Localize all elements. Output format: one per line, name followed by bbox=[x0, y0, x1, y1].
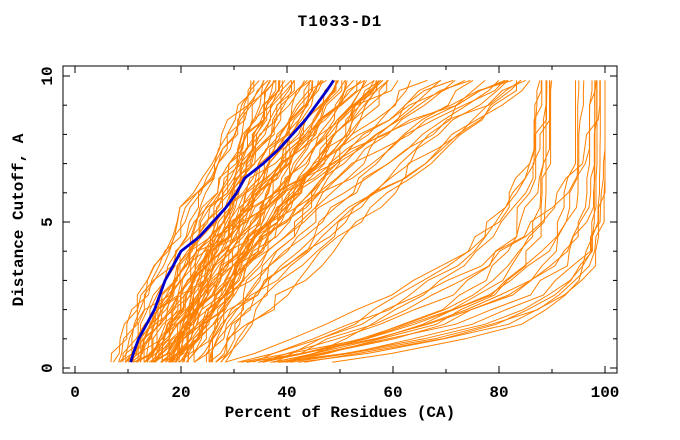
model-curve bbox=[298, 80, 606, 363]
model-curve bbox=[130, 80, 354, 363]
model-curve bbox=[131, 80, 264, 363]
model-curve bbox=[237, 80, 596, 363]
x-tick-label: 0 bbox=[70, 384, 80, 402]
model-curve bbox=[169, 80, 399, 363]
model-curve bbox=[151, 79, 375, 363]
x-tick-label: 80 bbox=[489, 384, 508, 402]
model-curve bbox=[220, 80, 389, 363]
highlighted-model-curve bbox=[129, 79, 335, 363]
model-curve bbox=[171, 80, 274, 363]
model-curve bbox=[153, 80, 358, 363]
model-curve bbox=[253, 80, 543, 363]
model-curve bbox=[127, 79, 513, 363]
tick-labels: 0 20 40 60 80 100 0 5 10 bbox=[39, 66, 619, 402]
model-curve bbox=[208, 80, 441, 363]
model-curve bbox=[284, 80, 551, 363]
model-curves bbox=[110, 79, 606, 363]
model-curve bbox=[257, 80, 596, 363]
model-curve bbox=[169, 80, 308, 363]
model-curve bbox=[279, 80, 580, 363]
model-curve bbox=[187, 79, 522, 363]
model-curve bbox=[152, 80, 252, 363]
model-curve bbox=[209, 80, 456, 363]
x-tick-label: 20 bbox=[171, 384, 190, 402]
x-tick-label: 60 bbox=[383, 384, 402, 402]
model-curve bbox=[143, 79, 506, 363]
model-curve bbox=[332, 80, 598, 363]
axis-ticks bbox=[63, 66, 617, 373]
model-curve bbox=[259, 80, 541, 363]
y-tick-label: 0 bbox=[39, 363, 57, 373]
x-axis-label: Percent of Residues (CA) bbox=[224, 404, 456, 422]
model-curve bbox=[225, 80, 521, 363]
model-curve bbox=[155, 80, 295, 363]
model-curve bbox=[288, 80, 547, 363]
model-curve bbox=[277, 80, 598, 363]
y-tick-label: 5 bbox=[39, 217, 57, 227]
model-curve bbox=[140, 79, 442, 363]
x-tick-label: 40 bbox=[277, 384, 296, 402]
model-curve bbox=[160, 80, 500, 363]
y-axis-label: Distance Cutoff, A bbox=[10, 133, 28, 307]
model-curve bbox=[286, 80, 553, 363]
model-curve bbox=[110, 80, 269, 363]
model-curve bbox=[215, 79, 474, 363]
y-tick-label: 10 bbox=[39, 66, 57, 85]
model-curve bbox=[148, 80, 280, 363]
x-tick-label: 100 bbox=[591, 384, 620, 402]
model-curve bbox=[172, 80, 322, 363]
model-curve bbox=[166, 80, 337, 363]
model-curve bbox=[246, 80, 550, 363]
chart-title: T1033-D1 bbox=[297, 13, 383, 31]
model-curve bbox=[220, 80, 509, 363]
model-curve bbox=[205, 80, 531, 363]
model-curve bbox=[187, 80, 323, 363]
model-curve bbox=[175, 79, 466, 363]
model-curve bbox=[119, 80, 265, 363]
model-curve bbox=[174, 80, 348, 363]
model-curve bbox=[182, 80, 412, 363]
model-curve bbox=[208, 79, 509, 363]
model-curve bbox=[161, 79, 382, 363]
model-curve bbox=[185, 80, 505, 363]
model-curve bbox=[212, 80, 378, 363]
model-curve bbox=[273, 80, 576, 363]
